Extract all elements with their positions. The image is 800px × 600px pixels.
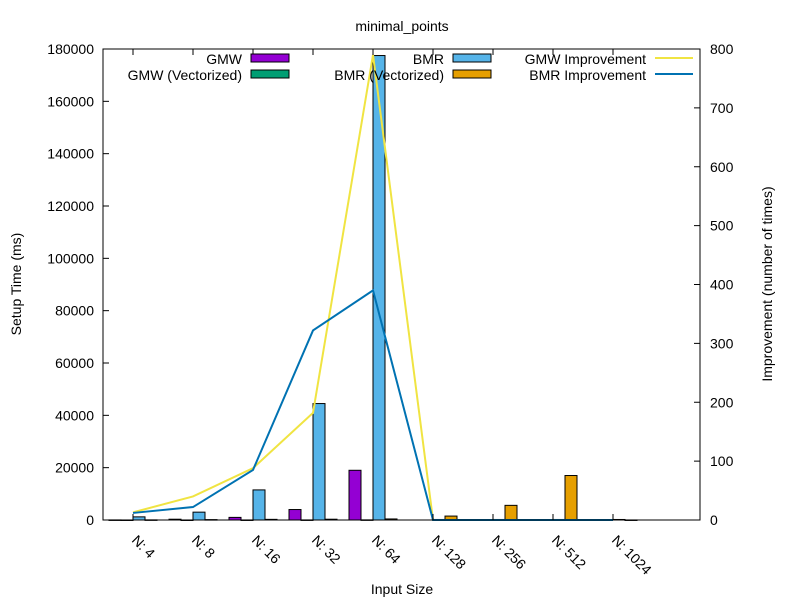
x-tick-label: N: 128 bbox=[429, 532, 470, 573]
x-tick-label: N: 8 bbox=[189, 532, 219, 562]
legend-label-gmw-vectorized: GMW (Vectorized) bbox=[128, 67, 242, 83]
bar-bmr bbox=[372, 55, 386, 521]
y2-tick-label: 0 bbox=[710, 512, 718, 528]
legend-label-bmr: BMR bbox=[413, 51, 444, 67]
bar-bmr bbox=[252, 489, 266, 521]
y-axis-label: Setup Time (ms) bbox=[8, 233, 24, 336]
y-tick-label: 140000 bbox=[47, 146, 94, 162]
legend-label-bmr-improvement: BMR Improvement bbox=[529, 67, 646, 83]
y2-axis: 0 100 200 300 400 500 600 700 800 bbox=[694, 41, 734, 528]
chart-title: minimal_points bbox=[355, 18, 448, 34]
legend-swatch-gmw-vectorized bbox=[250, 69, 290, 79]
bar-bmr-vectorized bbox=[564, 475, 578, 521]
x-tick-label: N: 32 bbox=[309, 532, 344, 567]
x-tick-label: N: 1024 bbox=[609, 532, 655, 578]
y-tick-label: 160000 bbox=[47, 93, 94, 109]
x-axis-label: Input Size bbox=[371, 581, 433, 597]
bar-bmr bbox=[312, 403, 326, 521]
y-tick-label: 120000 bbox=[47, 198, 94, 214]
bar-bmr-vectorized bbox=[504, 504, 518, 521]
plot-frame bbox=[102, 48, 701, 521]
legend-label-gmw-improvement: GMW Improvement bbox=[525, 51, 646, 67]
bars-layer bbox=[108, 55, 638, 521]
y2-tick-label: 200 bbox=[710, 394, 734, 410]
y-tick-label: 40000 bbox=[55, 407, 94, 423]
y2-tick-label: 400 bbox=[710, 277, 734, 293]
legend-swatch-bmr-vectorized bbox=[452, 69, 492, 79]
legend-swatch-gmw bbox=[250, 53, 290, 63]
y-tick-label: 60000 bbox=[55, 355, 94, 371]
x-tick-label: N: 4 bbox=[129, 532, 159, 562]
bar-gmw bbox=[348, 469, 362, 521]
y-tick-label: 180000 bbox=[47, 41, 94, 57]
bar-bmr bbox=[192, 511, 206, 521]
x-tick-label: N: 64 bbox=[369, 532, 404, 567]
y2-tick-label: 700 bbox=[710, 100, 734, 116]
legend-label-bmr-vectorized: BMR (Vectorized) bbox=[334, 67, 444, 83]
y2-axis-label: Improvement (number of times) bbox=[759, 186, 775, 381]
legend-swatch-bmr bbox=[452, 53, 492, 63]
y-tick-label: 100000 bbox=[47, 250, 94, 266]
y2-tick-label: 100 bbox=[710, 453, 734, 469]
y2-tick-label: 600 bbox=[710, 159, 734, 175]
x-tick-label: N: 512 bbox=[549, 532, 590, 573]
x-tick-label: N: 256 bbox=[489, 532, 530, 573]
y-axis: 0 20000 40000 60000 80000 100000 120000 140000 1… bbox=[47, 41, 109, 528]
legend-label-gmw: GMW bbox=[206, 51, 243, 67]
y-tick-label: 80000 bbox=[55, 303, 94, 319]
y-tick-label: 20000 bbox=[55, 460, 94, 476]
y2-tick-label: 800 bbox=[710, 41, 734, 57]
x-tick-label: N: 16 bbox=[249, 532, 284, 567]
y2-tick-label: 300 bbox=[710, 335, 734, 351]
bar-gmw bbox=[288, 509, 302, 521]
y2-tick-label: 500 bbox=[710, 218, 734, 234]
y-tick-label: 0 bbox=[86, 512, 94, 528]
